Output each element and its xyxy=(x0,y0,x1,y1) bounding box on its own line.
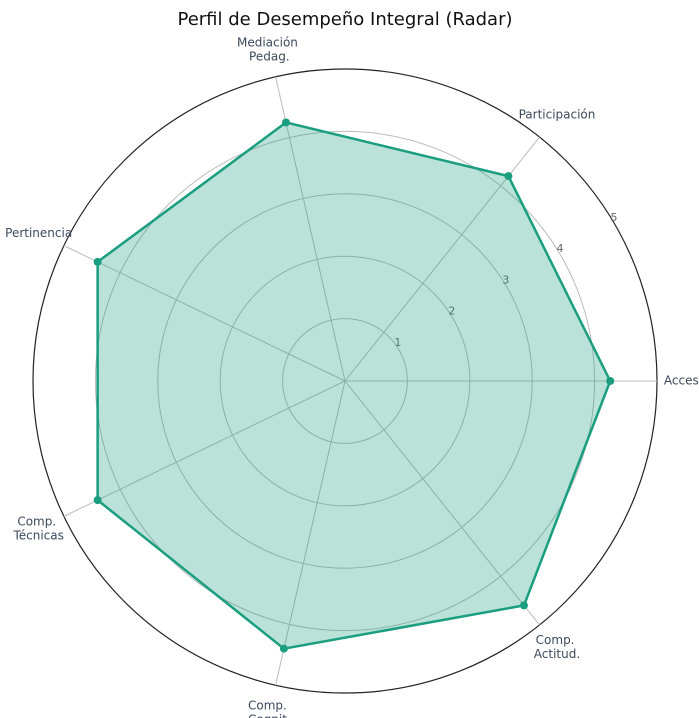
radar-point xyxy=(606,377,615,385)
spoke xyxy=(63,380,346,517)
category-label: Mediación Pedag. xyxy=(237,35,302,63)
tick-label: 3 xyxy=(502,273,509,286)
radar-point xyxy=(279,644,288,653)
spoke xyxy=(63,245,346,382)
tick-label: 4 xyxy=(556,242,563,255)
category-label: Comp. Técnicas xyxy=(12,514,63,542)
tick-label: 5 xyxy=(611,211,618,224)
spoke xyxy=(275,76,346,382)
radar-point xyxy=(93,496,102,505)
tick-label: 1 xyxy=(394,336,401,349)
radar-point xyxy=(281,118,290,127)
tick-label: 2 xyxy=(448,305,455,318)
radar-area xyxy=(96,121,612,650)
radar-point xyxy=(93,257,102,266)
radar-point xyxy=(504,172,513,181)
spoke xyxy=(275,380,346,686)
chart-title: Perfil de Desempeño Integral (Radar) xyxy=(177,9,512,30)
category-label: Comp. Cognit. xyxy=(248,698,291,718)
category-label: Participación xyxy=(519,108,596,122)
category-label: Acceso xyxy=(664,374,699,388)
radar-point xyxy=(519,601,528,610)
spoke xyxy=(344,380,540,626)
category-label: Pertinencia xyxy=(5,226,72,240)
category-label: Comp. Actitud. xyxy=(534,632,580,660)
